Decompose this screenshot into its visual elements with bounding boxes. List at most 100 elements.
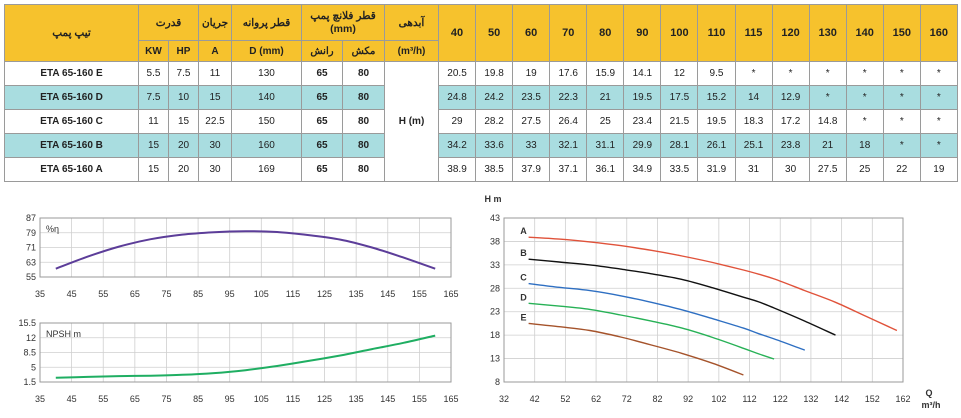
y-tick-label: 13	[490, 354, 500, 364]
grid-lines	[39, 217, 452, 278]
x-tick-label: 135	[349, 394, 364, 404]
y-tick-label: 55	[26, 272, 36, 282]
suction-cell: 80	[342, 61, 385, 86]
x-tick-label: 65	[130, 289, 140, 299]
x-tick-label: 112	[742, 394, 756, 404]
suction-cell: 80	[342, 109, 385, 134]
head-value-cell: 14	[734, 85, 773, 110]
series-label: A	[520, 226, 527, 236]
series-label: D	[520, 292, 527, 302]
efficiency-chart: 35 45 55 65 75 85 95 105 115 125 135 145 155 165 87 79 7…	[26, 213, 459, 299]
head-value-cell: *	[845, 61, 884, 86]
head-value-cell: *	[882, 61, 921, 86]
plot-frame	[39, 217, 452, 278]
head-value-cell: *	[919, 109, 958, 134]
amp-cell: 15	[198, 85, 232, 110]
flow-header: 115	[734, 4, 773, 62]
head-value-cell: *	[882, 109, 921, 134]
model-cell: ETA 65-160 A	[4, 157, 139, 182]
head-value-cell: 21	[808, 133, 847, 158]
y-axis-label: NPSH m	[46, 329, 81, 339]
x-tick-label: 125	[317, 394, 332, 404]
header-power: قدرت	[138, 4, 199, 41]
grid-lines	[503, 217, 904, 383]
y-tick-label: 18	[490, 330, 500, 340]
head-value-cell: *	[845, 85, 884, 110]
header-suction: مکش	[342, 40, 385, 62]
series-line-a	[528, 236, 898, 332]
head-value-cell: 23.4	[623, 109, 662, 134]
y-tick-label: 8.5	[23, 348, 36, 358]
head-value-cell: 15.2	[697, 85, 736, 110]
flow-header: 80	[586, 4, 625, 62]
table-row: ETA 65-160 E 5.5 7.5 11 130 65 80 H (m) 20.5 19.8…	[4, 61, 958, 182]
head-value-cell: 22.3	[549, 85, 588, 110]
amp-cell: 30	[198, 133, 232, 158]
flow-header: 130	[808, 4, 847, 62]
x-tick-label: 75	[161, 394, 171, 404]
x-tick-label: 162	[895, 394, 910, 404]
head-value-cell: 17.6	[549, 61, 588, 86]
impeller-cell: 140	[231, 85, 302, 110]
head-value-cell: *	[919, 85, 958, 110]
x-tick-label: 132	[803, 394, 818, 404]
flow-header: 70	[549, 4, 588, 62]
series-line-d	[528, 302, 775, 360]
head-value-cell: 9.5	[697, 61, 736, 86]
flow-header: 100	[660, 4, 699, 62]
impeller-cell: 160	[231, 133, 302, 158]
x-tick-label: 135	[349, 289, 364, 299]
series-line	[55, 334, 436, 379]
x-tick-label: 155	[412, 289, 427, 299]
head-value-cell: 26.1	[697, 133, 736, 158]
model-cell: ETA 65-160 D	[4, 85, 139, 110]
x-tick-label: 42	[530, 394, 540, 404]
y-tick-label: 33	[490, 260, 500, 270]
model-cell: ETA 65-160 B	[4, 133, 139, 158]
table-row: ETA 65-160 B 15 20 30 160 65 80 34.2 33.6 33 32.1 3…	[4, 133, 958, 158]
head-value-cell: 19.8	[475, 61, 514, 86]
head-value-cell: 28.1	[660, 133, 699, 158]
head-value-cell: *	[734, 61, 773, 86]
head-value-cell: 23.8	[771, 133, 810, 158]
hp-cell: 10	[168, 85, 199, 110]
table-row: ETA 65-160 D 7.5 10 15 140 65 80 24.8 24.2 23.5 22…	[4, 85, 958, 110]
flow-header: 150	[882, 4, 921, 62]
y-tick-label: 1.5	[23, 377, 36, 387]
x-tick-label: 82	[652, 394, 662, 404]
head-value-cell: 31.1	[586, 133, 625, 158]
y-tick-label: 8	[495, 377, 500, 387]
amp-cell: 11	[198, 61, 232, 86]
head-value-cell: *	[808, 85, 847, 110]
table-row: ETA 65-160 C 11 15 22.5 150 65 80 29 28.2 27.5 26.…	[4, 109, 958, 134]
model-cell: ETA 65-160 C	[4, 109, 139, 134]
y-tick-label: 63	[26, 257, 36, 267]
header-amp: A	[198, 40, 232, 62]
x-tick-label: 85	[193, 289, 203, 299]
flow-header: 60	[512, 4, 551, 62]
series-line-b	[528, 258, 836, 336]
flow-header: 160	[919, 4, 958, 62]
header-d-mm: D (mm)	[231, 40, 302, 62]
head-value-cell: 38.9	[437, 157, 477, 182]
impeller-cell: 150	[231, 109, 302, 134]
header-model: تیپ پمپ	[4, 4, 139, 62]
x-tick-label: 45	[67, 394, 77, 404]
y-tick-label: 87	[26, 213, 36, 223]
head-value-cell: 12.9	[771, 85, 810, 110]
kw-cell: 11	[138, 109, 169, 134]
model-cell: ETA 65-160 E	[4, 61, 139, 86]
amp-cell: 30	[198, 157, 232, 182]
y-tick-label: 12	[26, 333, 36, 343]
y-tick-label: 79	[26, 228, 36, 238]
head-value-cell: 24.8	[437, 85, 477, 110]
impeller-cell: 169	[231, 157, 302, 182]
head-value-cell: 29	[437, 109, 477, 134]
head-value-cell: *	[771, 61, 810, 86]
x-tick-label: 45	[67, 289, 77, 299]
x-tick-label: 75	[161, 289, 171, 299]
x-tick-label: 115	[286, 289, 300, 299]
head-value-cell: 38.5	[475, 157, 514, 182]
head-value-cell: 18	[845, 133, 884, 158]
x-tick-label: 102	[711, 394, 726, 404]
